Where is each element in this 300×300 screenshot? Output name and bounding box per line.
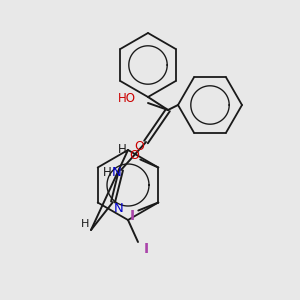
Text: N: N <box>112 166 122 178</box>
Text: H: H <box>103 166 111 178</box>
Text: H: H <box>118 143 127 156</box>
Text: O: O <box>129 149 139 162</box>
Text: H: H <box>81 219 89 229</box>
Text: O: O <box>134 140 144 154</box>
Text: HO: HO <box>118 92 136 104</box>
Text: N: N <box>114 202 124 214</box>
Text: I: I <box>130 208 135 223</box>
Text: I: I <box>143 242 148 256</box>
